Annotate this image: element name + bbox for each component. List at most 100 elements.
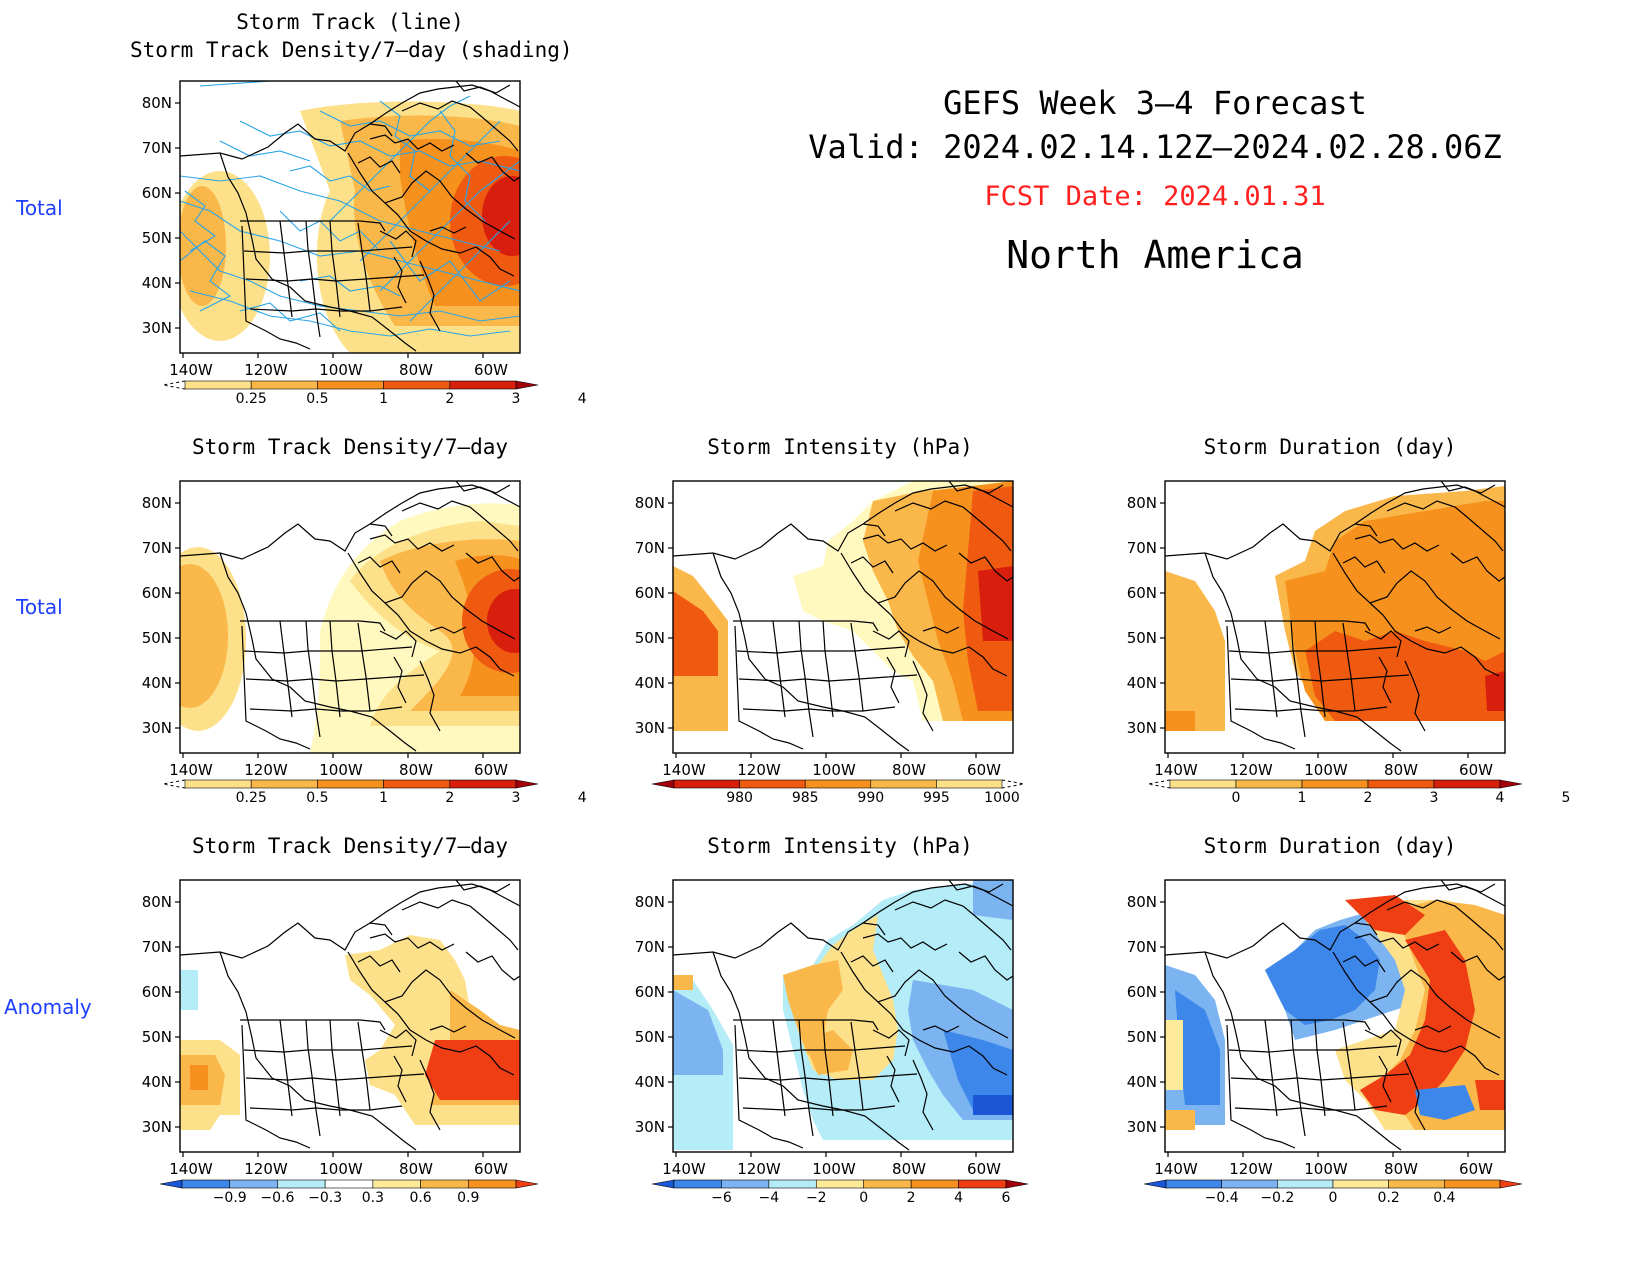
colorbar-label: −4 — [759, 1190, 780, 1206]
colorbar-label: −0.4 — [1205, 1190, 1239, 1206]
lat-label: 80N — [142, 94, 172, 112]
colorbar-segment — [184, 380, 252, 390]
lat-label: 60N — [635, 584, 665, 602]
colorbar-label: 4 — [1496, 790, 1505, 806]
colorbar-duration_total: 0 1 2 3 4 5 — [1147, 779, 1571, 806]
lat-label: 70N — [142, 139, 172, 157]
lon-label: 120W — [1229, 761, 1273, 779]
panel7-title: Storm Duration (day) — [1203, 834, 1457, 858]
colorbar-label: −0.6 — [260, 1190, 294, 1206]
lon-label: 120W — [244, 761, 288, 779]
lat-label: 80N — [1127, 893, 1157, 911]
storm-track-lines — [180, 81, 520, 337]
colorbar-label: 4 — [954, 1190, 963, 1206]
colorbar-segment — [721, 1179, 770, 1189]
lat-label: 40N — [142, 674, 172, 692]
lat-label: 40N — [1127, 674, 1157, 692]
lat-label: 30N — [142, 1118, 172, 1136]
lat-label: 70N — [142, 539, 172, 557]
panel-intensity-anomaly — [667, 879, 1014, 1158]
colorbar-segment — [383, 779, 451, 789]
lat-label: 50N — [635, 629, 665, 647]
colorbar-segment — [910, 1179, 959, 1189]
lat-label: 50N — [142, 229, 172, 247]
lon-label: 80W — [1384, 1160, 1418, 1178]
colorbar-label: 4 — [578, 391, 587, 407]
lon-label: 140W — [169, 761, 213, 779]
colorbar-label: 2 — [1364, 790, 1373, 806]
colorbar-segment — [673, 779, 740, 789]
lat-label: 40N — [142, 1073, 172, 1091]
lon-label: 120W — [244, 361, 288, 379]
lon-label: 80W — [399, 761, 433, 779]
lon-label: 80W — [892, 1160, 926, 1178]
colorbar-segment — [383, 380, 451, 390]
lat-label: 30N — [142, 719, 172, 737]
lat-label: 50N — [142, 629, 172, 647]
lon-label: 140W — [1154, 1160, 1198, 1178]
colorbar-label: 985 — [792, 790, 819, 806]
colorbar-label: 5 — [1562, 790, 1571, 806]
colorbar-segment — [958, 1179, 1007, 1189]
colorbar-duration_anom: −0.4 −0.2 0 0.2 0.4 — [1143, 1179, 1523, 1206]
lat-label: 30N — [142, 319, 172, 337]
colorbar-segment — [277, 1179, 326, 1189]
lat-label: 80N — [142, 494, 172, 512]
lat-label: 50N — [1127, 1028, 1157, 1046]
lon-label: 80W — [399, 361, 433, 379]
lat-label: 50N — [1127, 629, 1157, 647]
colorbar-segment — [1367, 779, 1435, 789]
panel-density-anomaly — [174, 879, 521, 1158]
panel-storm-track-total — [174, 80, 521, 359]
lat-label: 40N — [635, 674, 665, 692]
lon-label: 120W — [1229, 1160, 1273, 1178]
colorbar-segment — [804, 779, 872, 789]
lat-label: 50N — [635, 1028, 665, 1046]
colorbar-label: 0.6 — [409, 1190, 431, 1206]
colorbar-segment — [863, 1179, 912, 1189]
lat-label: 60N — [1127, 584, 1157, 602]
lon-label: 60W — [474, 761, 508, 779]
row-label-anomaly: Anomaly — [4, 995, 92, 1019]
colorbars: 0.25 0.5 1 2 3 40.25 0.5 1 2 3 4 980 985 990 995 1000 0 1… — [159, 380, 1571, 1206]
lat-label: 70N — [1127, 938, 1157, 956]
lat-label: 80N — [635, 893, 665, 911]
region-name: North America — [1006, 233, 1304, 277]
lon-label: 60W — [967, 1160, 1001, 1178]
colorbar-segment — [229, 1179, 278, 1189]
colorbar-segment — [317, 779, 384, 789]
panel2-title: Storm Track Density/7–day — [191, 435, 509, 459]
lat-label: 60N — [1127, 983, 1157, 1001]
row-label-total-2: Total — [16, 595, 63, 619]
colorbar-label: −0.3 — [308, 1190, 342, 1206]
colorbar-label: 1 — [379, 790, 388, 806]
colorbar-segment — [250, 779, 318, 789]
colorbar-segment — [1277, 1179, 1334, 1189]
lat-label: 30N — [1127, 719, 1157, 737]
colorbar-label: 3 — [512, 790, 521, 806]
colorbar-label: 0 — [859, 1190, 868, 1206]
lat-label: 60N — [142, 184, 172, 202]
lon-label: 120W — [737, 1160, 781, 1178]
panel4-title: Storm Duration (day) — [1203, 435, 1457, 459]
colorbar-label: 0.25 — [236, 391, 267, 407]
colorbar-label: −0.2 — [1260, 1190, 1294, 1206]
forecast-title: GEFS Week 3–4 Forecast — [943, 84, 1367, 122]
colorbar-label: 0 — [1232, 790, 1241, 806]
colorbar-label: −2 — [806, 1190, 827, 1206]
lon-label: 60W — [967, 761, 1001, 779]
lat-label: 80N — [1127, 494, 1157, 512]
colorbar-label: 995 — [923, 790, 950, 806]
colorbar-segment — [1332, 1179, 1389, 1189]
lat-label: 50N — [142, 1028, 172, 1046]
colorbar-label: 990 — [857, 790, 884, 806]
panel1-title-line: Storm Track (line) — [236, 10, 464, 34]
colorbar-segment — [1165, 1179, 1222, 1189]
lon-label: 100W — [812, 1160, 856, 1178]
colorbar-label: 2 — [445, 790, 454, 806]
colorbar-label: 1 — [379, 391, 388, 407]
lon-label: 80W — [399, 1160, 433, 1178]
lat-label: 40N — [142, 274, 172, 292]
lon-label: 100W — [812, 761, 856, 779]
